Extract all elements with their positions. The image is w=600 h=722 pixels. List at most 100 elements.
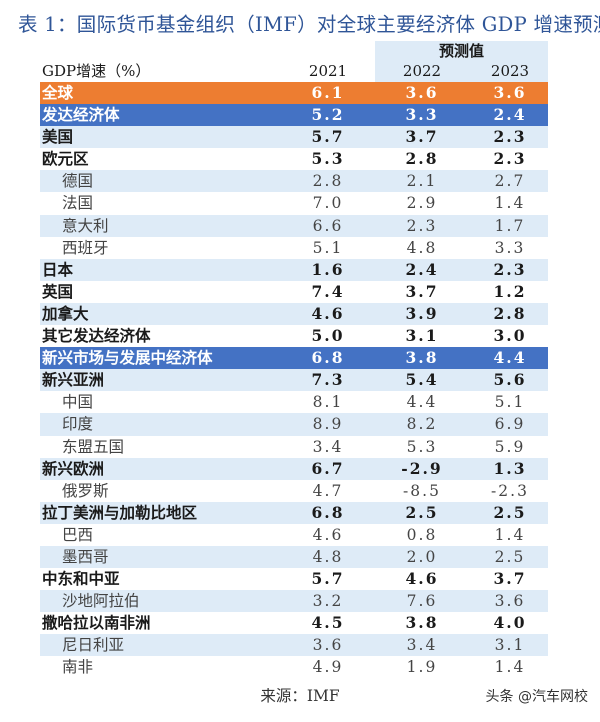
cell-2021: 5.7 (311, 569, 345, 589)
header-label: GDP增速（%） (42, 62, 151, 80)
table-row: 新兴亚洲 7.3 5.4 5.6 (40, 369, 548, 392)
cell-2021: 4.9 (312, 658, 344, 677)
row-label: 沙地阿拉伯 (62, 592, 140, 611)
header-year-2023: 2023 (490, 62, 530, 80)
table-row: 印度 8.9 8.2 6.9 (40, 413, 548, 436)
table-row: 发达经济体 5.2 3.3 2.4 (40, 104, 548, 127)
cell-2022: 4.4 (406, 393, 438, 412)
cell-2023: 1.4 (494, 525, 526, 544)
row-label: 巴西 (62, 525, 94, 544)
cell-2021: 7.3 (311, 370, 345, 390)
cell-2023: 6.9 (494, 415, 526, 434)
cell-2023: 2.5 (494, 547, 526, 566)
cell-2022: 2.5 (405, 502, 439, 522)
row-label: 中国 (62, 393, 94, 412)
cell-2023: 3.3 (494, 238, 526, 257)
table-row: 新兴欧洲 6.7 -2.9 1.3 (40, 457, 548, 480)
cell-2023: 1.2 (493, 281, 527, 301)
cell-2022: 2.9 (406, 194, 438, 213)
table-row: 欧元区 5.3 2.8 2.3 (40, 148, 548, 170)
table-row: 全球 6.1 3.6 3.6 (40, 82, 548, 105)
row-label: 德国 (62, 172, 94, 191)
watermark: 头条 @汽车网校 (485, 689, 588, 705)
row-label: 美国 (42, 127, 74, 147)
cell-2022: 2.3 (406, 216, 438, 235)
cell-2023: 3.6 (494, 592, 526, 611)
cell-2021: 2.8 (312, 172, 344, 191)
cell-2021: 6.8 (311, 502, 345, 522)
cell-2023: 4.4 (493, 348, 527, 368)
cell-2023: 5.9 (494, 437, 526, 456)
row-label: 意大利 (62, 216, 109, 235)
cell-2022: 8.2 (406, 415, 438, 434)
header-year-2022: 2022 (402, 62, 442, 80)
row-label: 南非 (62, 658, 94, 677)
cell-2021: 3.2 (312, 592, 344, 611)
forecast-header: 预测值 (438, 42, 484, 60)
cell-2023: 2.3 (493, 259, 527, 279)
cell-2022: 3.1 (405, 326, 439, 346)
cell-2023: 3.1 (494, 636, 526, 655)
row-label: 全球 (42, 83, 74, 102)
cell-2022: 3.9 (405, 303, 439, 323)
row-label: 新兴亚洲 (42, 370, 105, 390)
cell-2021: 4.5 (311, 613, 345, 633)
cell-2022: 2.4 (405, 259, 439, 279)
cell-2021: 4.8 (312, 547, 344, 566)
table-row: 意大利 6.6 2.3 1.7 (40, 214, 548, 237)
cell-2021: 8.1 (312, 393, 344, 412)
cell-2023: 5.6 (493, 370, 527, 390)
row-label: 加拿大 (42, 303, 89, 323)
table-row: 巴西 4.6 0.8 1.4 (40, 524, 548, 546)
cell-2022: 2.8 (405, 149, 439, 169)
cell-2022: 3.3 (405, 105, 439, 125)
cell-2023: 2.7 (494, 172, 526, 191)
table-row: 西班牙 5.1 4.8 3.3 (40, 237, 548, 259)
cell-2021: 1.6 (311, 259, 345, 279)
cell-2023: 1.3 (493, 458, 527, 478)
header-year-2021: 2021 (308, 62, 348, 80)
gdp-table: 全球 6.1 3.6 3.6 发达经济体 5.2 3.3 2.4 美国 5.7 3.7 2.3 欧元区 5… (40, 82, 548, 679)
cell-2023: 1.4 (494, 194, 526, 213)
row-label: 欧元区 (42, 149, 89, 169)
cell-2023: 3.0 (493, 326, 527, 346)
cell-2023: 2.5 (493, 502, 527, 522)
table-row: 加拿大 4.6 3.9 2.8 (40, 302, 548, 326)
row-label: 中东和中亚 (42, 569, 120, 589)
row-label: 日本 (42, 259, 74, 279)
row-label: 西班牙 (62, 238, 109, 257)
cell-2023: 3.7 (493, 569, 527, 589)
cell-2022: 7.6 (406, 592, 438, 611)
table-row: 新兴市场与发展中经济体 6.8 3.8 4.4 (40, 347, 548, 370)
cell-2022: -8.5 (403, 481, 441, 500)
cell-2023: 2.3 (493, 127, 527, 147)
table-row: 南非 4.9 1.9 1.4 (40, 656, 548, 678)
table-row: 撒哈拉以南非洲 4.5 3.8 4.0 (40, 612, 548, 634)
cell-2022: 3.7 (405, 127, 439, 147)
row-label: 新兴市场与发展中经济体 (42, 348, 213, 368)
cell-2022: 3.8 (405, 613, 439, 633)
row-label: 墨西哥 (62, 547, 109, 566)
cell-2021: 5.3 (311, 149, 345, 169)
row-label: 新兴欧洲 (42, 458, 105, 478)
cell-2023: 5.1 (494, 393, 526, 412)
row-label: 俄罗斯 (62, 481, 109, 500)
cell-2021: 5.1 (312, 238, 344, 257)
cell-2022: 0.8 (406, 525, 438, 544)
table-row: 沙地阿拉伯 3.2 7.6 3.6 (40, 590, 548, 613)
cell-2023: 1.4 (494, 658, 526, 677)
cell-2021: 8.9 (312, 415, 344, 434)
cell-2023: 3.6 (493, 83, 527, 102)
cell-2021: 7.0 (312, 194, 344, 213)
cell-2021: 3.6 (312, 636, 344, 655)
row-label: 拉丁美洲与加勒比地区 (42, 502, 198, 522)
table-row: 其它发达经济体 5.0 3.1 3.0 (40, 325, 548, 347)
row-label: 东盟五国 (62, 437, 125, 456)
row-label: 英国 (42, 281, 74, 301)
table-row: 东盟五国 3.4 5.3 5.9 (40, 436, 548, 458)
table-title: 表 1：国际货币基金组织（IMF）对全球主要经济体 GDP 增速预测 (18, 13, 600, 36)
cell-2021: 6.6 (312, 216, 344, 235)
table-row: 德国 2.8 2.1 2.7 (40, 170, 548, 193)
cell-2023: 4.0 (493, 613, 527, 633)
cell-2021: 4.6 (312, 525, 344, 544)
